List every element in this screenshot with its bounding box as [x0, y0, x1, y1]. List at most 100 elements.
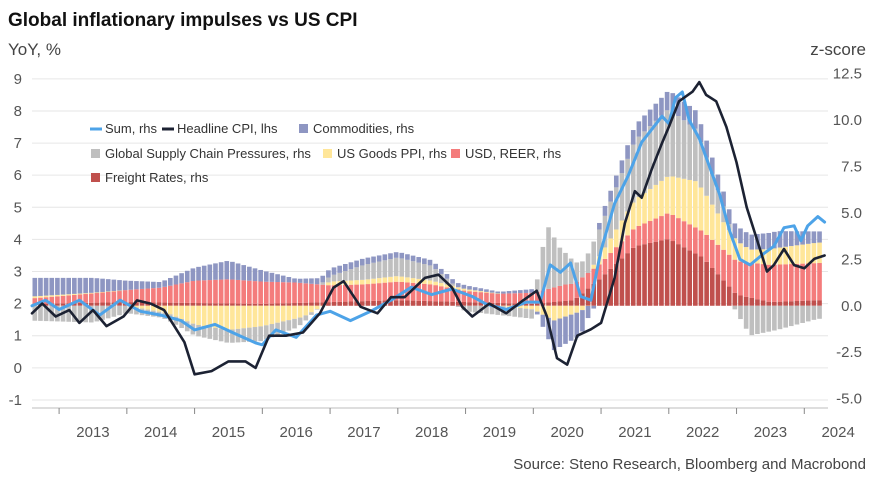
bar-goods: [83, 293, 88, 295]
bar-gscpi: [450, 283, 455, 286]
bar-gscpi: [354, 267, 359, 281]
bar-usd: [534, 291, 540, 304]
bar-goods: [72, 293, 77, 295]
bar-freight: [738, 295, 743, 306]
bar-gscpi: [320, 282, 326, 285]
bar-usd: [817, 263, 822, 301]
bar-commodities: [117, 280, 122, 291]
bar-freight: [320, 302, 326, 306]
bar-usd: [94, 293, 100, 303]
bar-freight: [602, 274, 608, 306]
bar-commodities: [134, 281, 139, 290]
bar-commodities: [698, 124, 704, 143]
bar-goods: [455, 287, 461, 290]
bar-commodities: [732, 223, 738, 239]
bar-commodities: [613, 175, 619, 188]
bar-usd: [247, 280, 252, 304]
bar-commodities: [760, 233, 766, 250]
bar-goods: [495, 293, 501, 294]
bar-usd: [258, 281, 263, 304]
bar-usd: [687, 224, 693, 251]
bar-gscpi: [292, 318, 297, 329]
bar-goods: [151, 305, 156, 311]
bar-commodities: [286, 277, 292, 283]
bar-commodities: [275, 274, 280, 283]
bar-freight: [647, 242, 653, 306]
bar-gscpi: [376, 261, 382, 279]
bar-goods: [410, 278, 416, 283]
bar-goods: [546, 305, 551, 318]
bar-gscpi: [275, 322, 280, 336]
bar-gscpi: [88, 305, 94, 323]
bar-goods: [518, 305, 523, 309]
bar-goods: [698, 187, 704, 231]
bar-gscpi: [772, 305, 777, 331]
bar-goods: [252, 305, 258, 328]
bar-usd: [252, 281, 258, 304]
bar-usd: [111, 291, 117, 303]
bar-gscpi: [698, 142, 704, 188]
bar-commodities: [331, 267, 337, 275]
bar-usd: [337, 285, 342, 302]
bar-commodities: [167, 277, 173, 286]
bar-usd: [297, 282, 303, 303]
bar-goods: [207, 305, 213, 327]
bar-gscpi: [117, 305, 122, 316]
bar-commodities: [438, 268, 444, 274]
bar-goods: [438, 283, 444, 287]
bar-freight: [743, 296, 749, 306]
bar-gscpi: [597, 229, 602, 257]
bar-gscpi: [455, 305, 461, 307]
bar-usd: [698, 230, 704, 257]
bar-freight: [755, 299, 760, 306]
bar-commodities: [472, 287, 478, 291]
bar-freight: [472, 302, 478, 306]
bar-goods: [190, 305, 196, 324]
bar-commodities: [788, 231, 794, 247]
bar-freight: [783, 301, 788, 306]
bar-goods: [501, 305, 506, 307]
bar-freight: [156, 302, 162, 306]
bar-gscpi: [540, 246, 546, 291]
bar-freight: [230, 303, 235, 306]
bar-usd: [568, 283, 574, 301]
bar-goods: [693, 181, 698, 228]
bar-commodities: [625, 145, 630, 159]
bar-freight: [314, 302, 320, 306]
bar-usd: [213, 279, 218, 304]
bar-freight: [218, 303, 224, 306]
bar-usd: [788, 264, 794, 302]
bar-usd: [393, 281, 399, 301]
bar-gscpi: [427, 265, 433, 281]
bar-gscpi: [213, 327, 218, 341]
bar-freight: [371, 300, 376, 306]
bar-commodities: [337, 265, 342, 273]
legend-label-cpi: Headline CPI, lhs: [177, 121, 278, 136]
bar-gscpi: [55, 305, 60, 322]
bar-gscpi: [207, 326, 213, 339]
bar-freight: [348, 301, 354, 306]
x-tick-label: 2022: [686, 424, 719, 441]
bar-gscpi: [715, 190, 721, 214]
bar-commodities: [179, 273, 184, 284]
right-axis-unit: z-score: [810, 40, 866, 59]
bar-gscpi: [218, 328, 224, 342]
bar-gscpi: [309, 312, 314, 315]
bar-goods: [467, 289, 472, 292]
bar-usd: [630, 229, 636, 248]
bar-usd: [738, 261, 743, 296]
bar-usd: [664, 213, 670, 240]
bar-goods: [393, 276, 399, 282]
bar-commodities: [162, 280, 167, 287]
bar-usd: [382, 282, 388, 301]
bar-goods: [540, 305, 546, 315]
bar-goods: [772, 248, 777, 265]
bar-usd: [585, 272, 591, 289]
bar-commodities: [489, 290, 495, 293]
bar-goods: [388, 276, 393, 283]
bar-commodities: [630, 130, 636, 145]
bar-goods: [489, 292, 495, 294]
bar-commodities: [297, 278, 303, 283]
bar-goods: [800, 244, 805, 264]
bar-commodities: [263, 271, 269, 282]
